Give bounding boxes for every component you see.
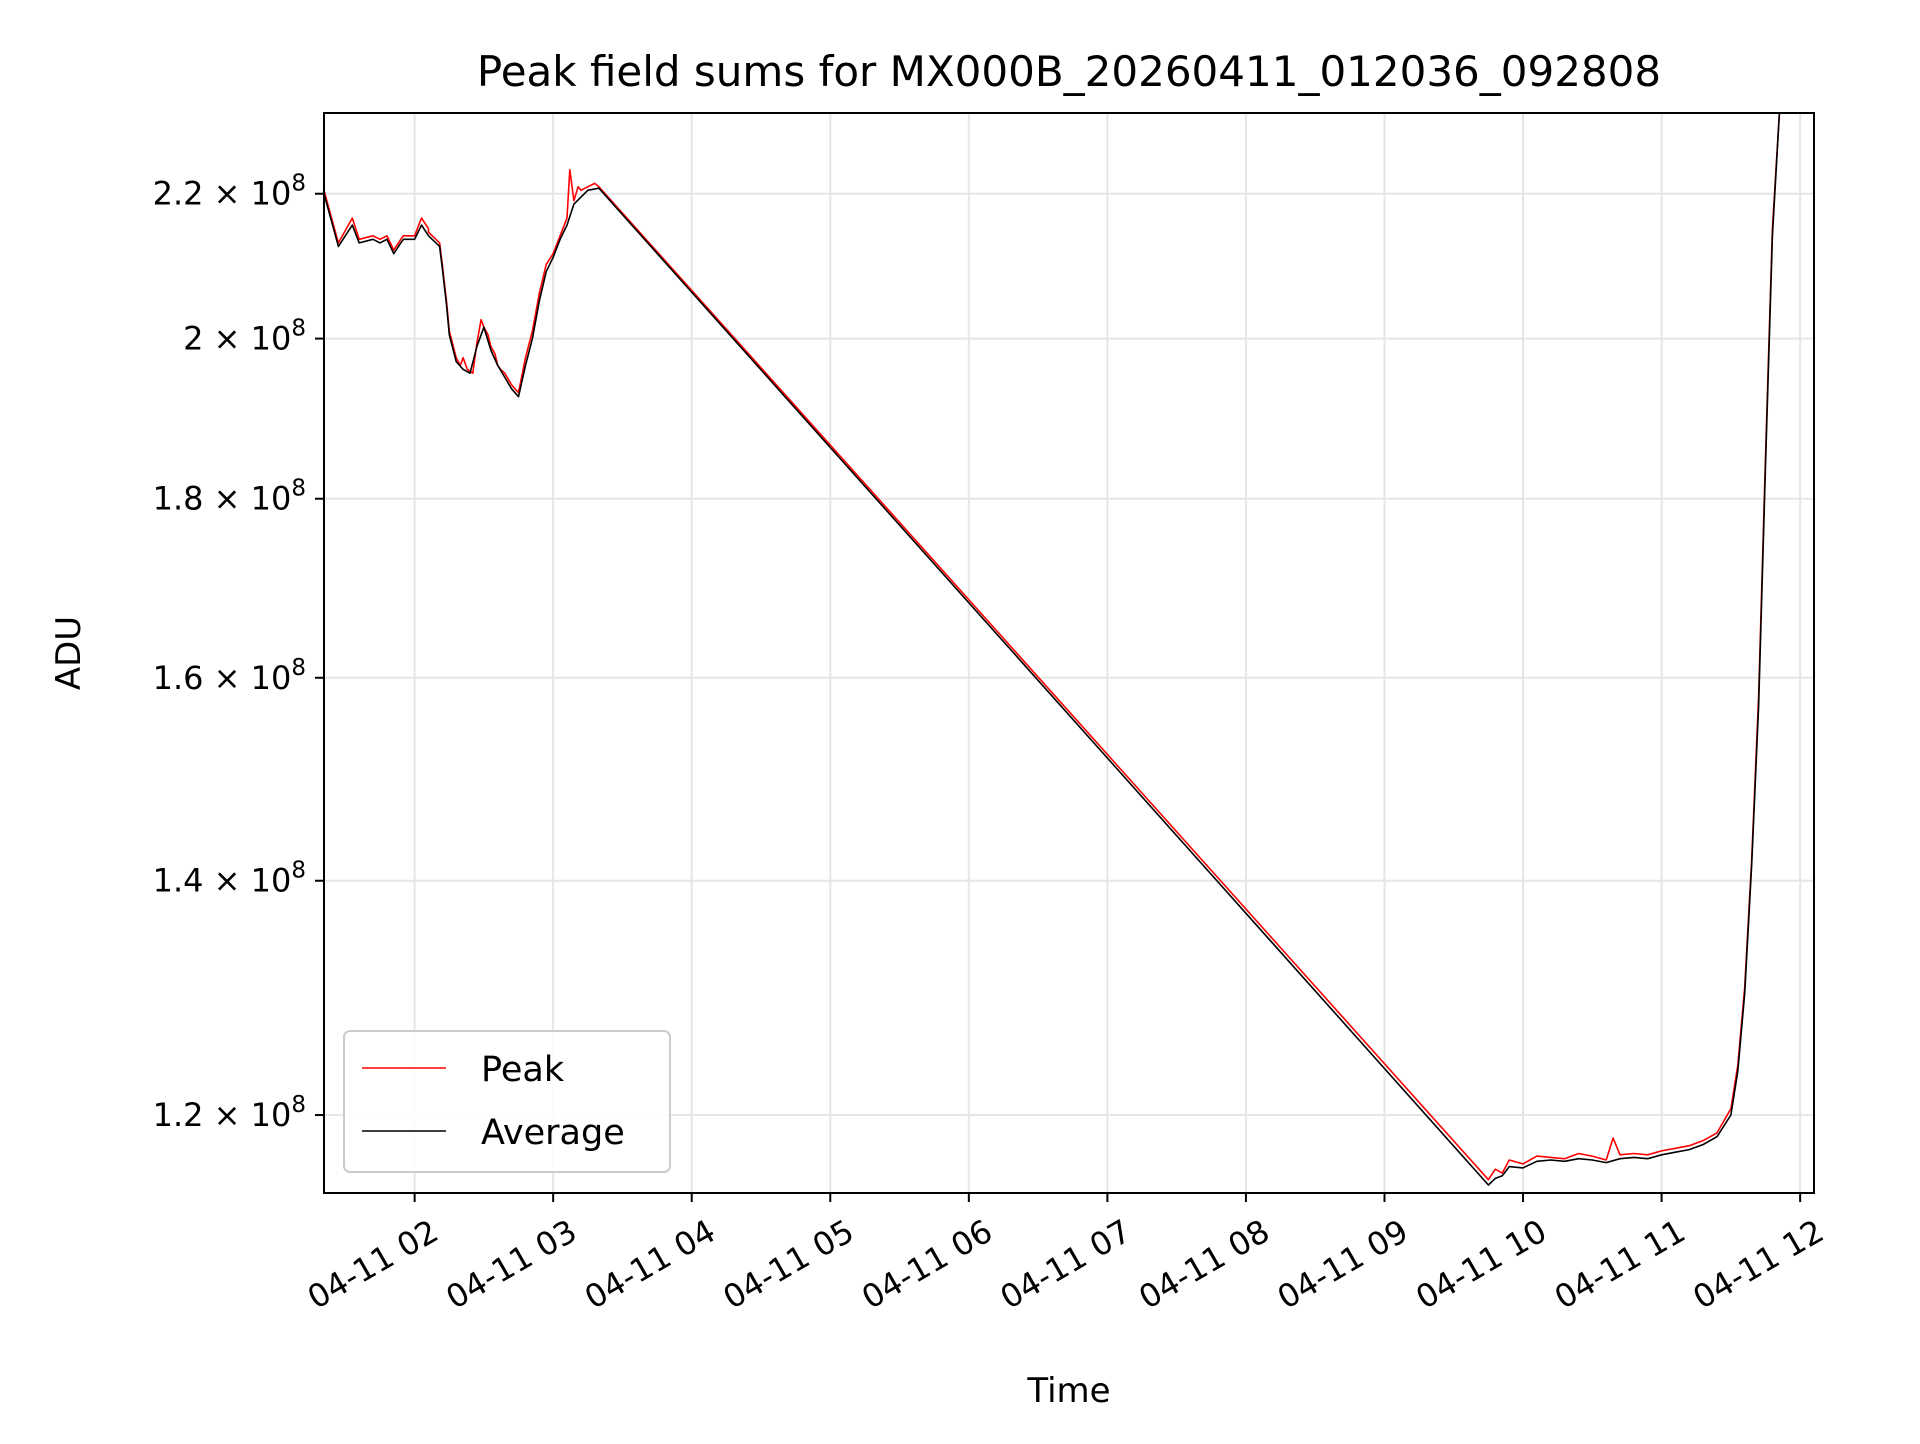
y-tick-exponent: 8 <box>291 316 306 342</box>
y-axis-label: ADU <box>49 616 89 690</box>
y-tick-base: × 10 <box>203 1096 291 1134</box>
y-tick-base: × 10 <box>203 320 291 358</box>
y-tick-exponent: 8 <box>291 1092 306 1118</box>
y-tick-mantissa: 2.2 <box>153 175 204 213</box>
y-tick-label: 1.8 × 108 <box>153 476 306 518</box>
y-tick-label: 2.2 × 108 <box>153 171 306 213</box>
chart-title: Peak field sums for MX000B_20260411_0120… <box>477 47 1661 96</box>
legend-box <box>343 1030 671 1173</box>
series-line-peak <box>324 113 1787 1181</box>
y-tick-label: 1.2 × 108 <box>153 1092 306 1134</box>
y-tick-label: 2 × 108 <box>183 316 306 358</box>
y-tick-mantissa: 2 <box>183 320 203 358</box>
y-tick-label: 1.4 × 108 <box>153 858 306 900</box>
y-tick-exponent: 8 <box>291 171 306 197</box>
y-tick-base: × 10 <box>203 862 291 900</box>
y-tick-base: × 10 <box>203 175 291 213</box>
y-tick-mantissa: 1.6 <box>153 659 204 697</box>
y-tick-exponent: 8 <box>291 655 306 681</box>
y-tick-base: × 10 <box>203 659 291 697</box>
y-tick-mantissa: 1.2 <box>153 1096 204 1134</box>
x-axis-label: Time <box>1026 1371 1110 1411</box>
y-tick-exponent: 8 <box>291 858 306 884</box>
plot-frame <box>323 112 1815 1194</box>
legend-label-average: Average <box>481 1113 625 1153</box>
y-tick-mantissa: 1.4 <box>153 862 204 900</box>
legend-label-peak: Peak <box>481 1050 565 1090</box>
legend: Peak Average <box>343 1030 671 1173</box>
series-layer <box>324 113 1787 1186</box>
y-tick-label: 1.6 × 108 <box>153 655 306 697</box>
y-tick-mantissa: 1.8 <box>153 480 204 518</box>
y-tick-base: × 10 <box>203 480 291 518</box>
y-tick-exponent: 8 <box>291 476 306 502</box>
series-line-average <box>324 113 1787 1186</box>
